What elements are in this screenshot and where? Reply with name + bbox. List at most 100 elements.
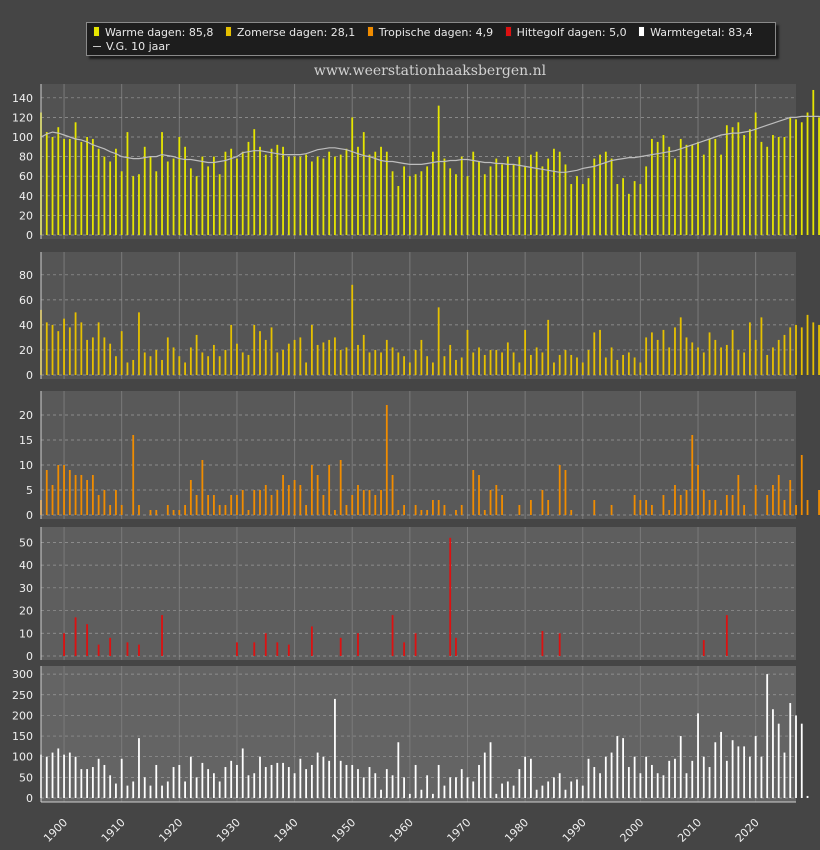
bar — [316, 752, 319, 798]
bar — [351, 284, 354, 375]
bar — [166, 337, 169, 375]
y-tick-label: 150 — [12, 730, 33, 743]
bar — [189, 347, 192, 375]
bar — [80, 475, 83, 515]
bar — [627, 352, 630, 375]
bar — [299, 485, 302, 515]
bar — [172, 158, 175, 235]
bar — [241, 352, 244, 375]
bar — [472, 352, 475, 375]
bar — [80, 322, 83, 375]
bar — [322, 158, 325, 235]
bar — [772, 709, 774, 798]
bar — [518, 769, 521, 798]
bar — [553, 148, 555, 235]
bar — [472, 781, 475, 798]
bar — [743, 135, 746, 235]
bar — [287, 156, 290, 235]
y-tick-label: 50 — [19, 771, 33, 784]
bar — [529, 758, 532, 798]
bar — [743, 746, 746, 798]
bar — [737, 746, 740, 798]
bar — [357, 769, 359, 798]
bar — [91, 475, 94, 515]
bar — [115, 148, 117, 235]
bar — [403, 505, 405, 515]
bar — [622, 738, 624, 798]
bar — [547, 319, 550, 375]
bar — [662, 135, 665, 235]
bar — [754, 485, 757, 515]
bar — [564, 470, 567, 515]
bar — [541, 490, 544, 515]
bar — [132, 781, 135, 798]
bar — [553, 777, 555, 798]
bar — [599, 329, 601, 375]
bar — [310, 324, 313, 375]
bar — [178, 356, 181, 375]
bar — [276, 490, 279, 515]
bar — [708, 138, 711, 235]
bar — [674, 485, 676, 515]
bar — [587, 349, 590, 375]
bar — [236, 642, 238, 656]
bar — [149, 510, 152, 515]
bar — [161, 132, 163, 235]
bar — [253, 642, 256, 656]
bar — [570, 354, 573, 375]
bar — [558, 773, 561, 798]
bar — [224, 151, 227, 235]
legend-row: Warme dagen: 85,8 Zomerse dagen: 28,1 Tr… — [93, 26, 761, 39]
bar — [357, 485, 359, 515]
y-tick-label: 20 — [19, 605, 33, 618]
bar — [725, 495, 728, 515]
bar — [512, 164, 515, 235]
bar — [702, 154, 705, 235]
bar — [720, 154, 722, 235]
bar — [282, 146, 284, 235]
bar — [109, 161, 112, 235]
bar — [91, 337, 94, 375]
bar — [57, 127, 60, 235]
bar — [109, 505, 112, 515]
bar — [166, 161, 169, 235]
bar — [109, 343, 112, 375]
bar — [126, 785, 129, 798]
bar — [437, 307, 440, 375]
bar — [253, 490, 256, 515]
bar — [662, 329, 665, 375]
bar — [772, 135, 774, 235]
bar — [460, 769, 463, 798]
bar — [674, 158, 676, 235]
bar — [720, 510, 722, 515]
bar — [697, 713, 699, 798]
bar — [149, 156, 152, 235]
bar — [702, 490, 705, 515]
bar — [720, 347, 722, 375]
bar — [587, 178, 590, 235]
x-tick-label: 2010 — [675, 816, 704, 845]
bar — [483, 354, 486, 375]
bar — [143, 352, 146, 375]
bar — [633, 181, 636, 235]
bar — [397, 352, 400, 375]
bar — [334, 510, 336, 515]
bar — [299, 337, 302, 375]
bar — [97, 758, 100, 798]
bar — [195, 495, 198, 515]
bar — [685, 773, 688, 798]
bar — [287, 343, 290, 375]
bar — [126, 362, 129, 375]
legend-label: Warmtegetal: 83,4 — [650, 26, 753, 39]
bar — [276, 642, 279, 656]
bar — [230, 760, 233, 798]
bar — [305, 362, 308, 375]
bar — [57, 331, 60, 375]
bar — [299, 758, 302, 798]
bar — [610, 505, 613, 515]
bar — [414, 633, 417, 656]
bar — [161, 615, 163, 656]
bar — [97, 322, 100, 375]
bar — [455, 174, 457, 235]
bar — [259, 756, 261, 798]
